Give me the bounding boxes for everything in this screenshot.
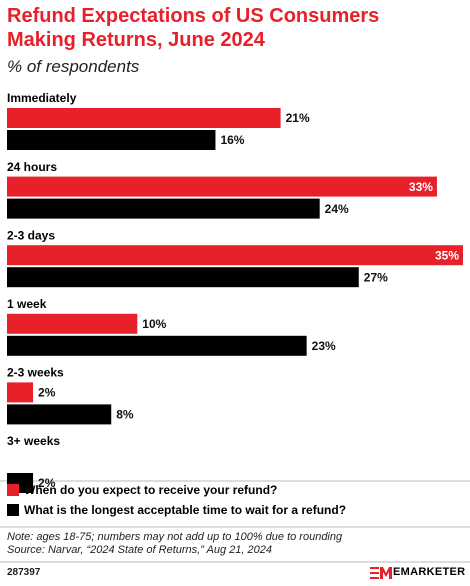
- value-label: 27%: [364, 270, 388, 284]
- legend-swatch: [7, 484, 19, 496]
- bar: [7, 313, 138, 334]
- value-label: 21%: [286, 111, 310, 125]
- bar: [7, 267, 359, 288]
- value-label: 24%: [325, 202, 349, 216]
- legend-label: When do you expect to receive your refun…: [24, 483, 277, 497]
- bar: [7, 404, 112, 425]
- category-label: 24 hours: [7, 160, 57, 174]
- value-label: 23%: [312, 339, 336, 353]
- value-label: 8%: [116, 408, 134, 422]
- bar: [7, 335, 307, 356]
- value-label: 33%: [409, 180, 433, 194]
- value-label: 35%: [435, 248, 459, 262]
- value-label: 16%: [220, 133, 244, 147]
- legend-swatch: [7, 504, 19, 516]
- value-label: 2%: [38, 476, 56, 490]
- brand: EMARKETER: [393, 566, 466, 578]
- bar: [7, 198, 320, 219]
- category-label: 1 week: [7, 297, 47, 311]
- bar: [7, 382, 34, 403]
- value-label: 2%: [38, 386, 56, 400]
- brand-icon: [370, 567, 392, 579]
- category-label: 3+ weeks: [7, 434, 60, 448]
- source: Source: Narvar, “2024 State of Returns,”…: [7, 544, 272, 556]
- chart-subtitle: % of respondents: [7, 57, 140, 76]
- chart-title: Refund Expectations of US Consumers Maki…: [7, 5, 380, 51]
- legend-label: What is the longest acceptable time to w…: [24, 503, 346, 517]
- category-label: Immediately: [7, 91, 77, 105]
- value-label: 10%: [142, 317, 166, 331]
- bar: [7, 245, 463, 266]
- chart-id: 287397: [7, 567, 41, 578]
- bar: [7, 176, 437, 197]
- note: Note: ages 18-75; numbers may not add up…: [7, 531, 343, 543]
- bar: [7, 130, 216, 150]
- category-label: 2-3 weeks: [7, 366, 64, 380]
- bar: [7, 108, 281, 128]
- category-label: 2-3 days: [7, 228, 55, 242]
